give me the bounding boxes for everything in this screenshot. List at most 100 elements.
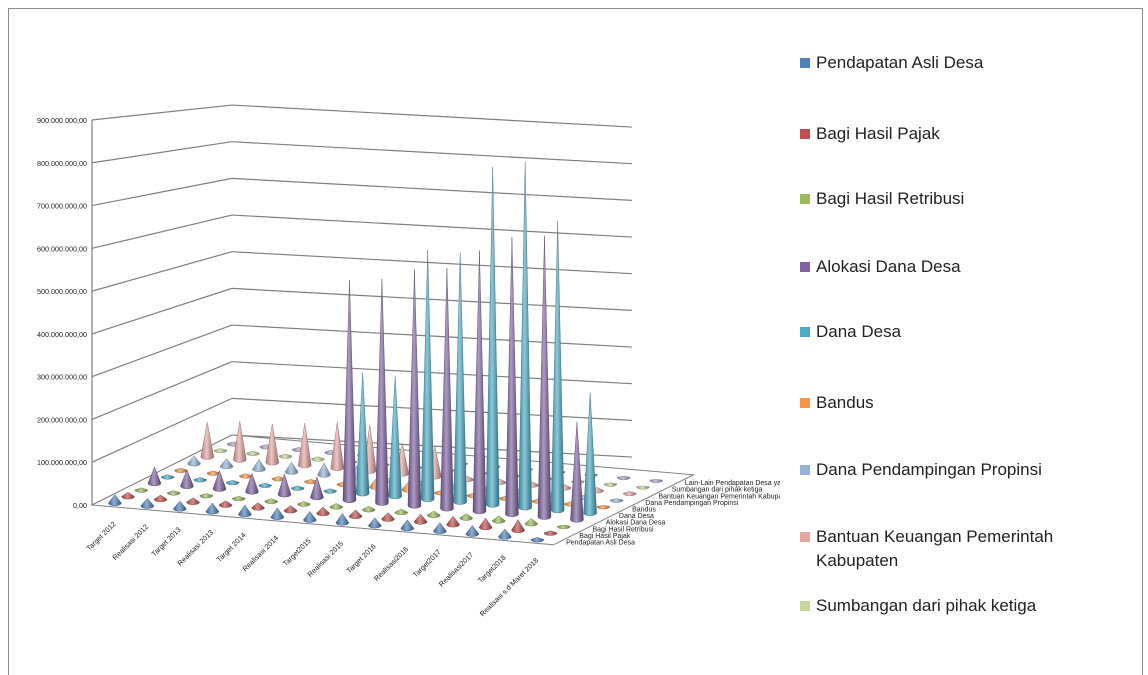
cone-shape [407,269,422,509]
legend-label: Dana Pendampingan Propinsi [816,460,1042,479]
cone-bagi-hasil-pajak-3 [218,500,233,508]
cone-shape [413,513,428,525]
legend-label: Dana Desa [816,322,902,341]
y-tick-label: 900.000.000,00 [37,116,87,125]
cone-bagi-hasil-retribusi-6 [329,503,343,510]
back-wall-gridline [231,214,632,238]
legend-label: Bagi Hasil Pajak [816,124,940,143]
cone-shape [609,498,624,503]
cone-shape [375,278,389,506]
cone-shape [205,502,220,515]
cone-shape [596,505,611,510]
legend-item-bantuan-keuangan: Bantuan Keuangan Pemerintah Kabupaten [800,525,1106,573]
cone-sumbangan-dari-pihak-ketiga-3 [311,456,325,462]
cone-shape [348,509,363,519]
cone-shape [329,503,343,510]
legend-item-pendapatan-asli-desa: Pendapatan Asli Desa [800,51,1106,75]
cone-shape [335,513,350,526]
cone-shape [186,497,200,505]
category-label: Realisasi s.d Maret 2018 [478,556,540,618]
cone-sumbangan-dari-pihak-ketiga-1 [246,450,260,456]
cone-shape [173,500,187,512]
cone-shape [270,507,285,520]
depth-label: Bandus [632,506,656,513]
cone-shape [400,519,415,532]
y-tick-label: 200.000.000,00 [37,415,87,424]
cone-bagi-hasil-pajak-6 [316,506,330,517]
cone-shape [200,422,214,460]
cone-dana-desa-5 [323,488,337,494]
cone-alokasi-dana-desa-4 [277,473,292,498]
legend-swatch [800,194,810,204]
cone-bantuan-keuangan-pemerintah-kabupaten-2 [265,424,279,466]
cone-pendapatan-asli-desa-11 [465,525,480,537]
back-wall-gridline [231,177,632,201]
cone-shape [381,512,395,522]
cone-pendapatan-asli-desa-7 [335,513,350,526]
legend-item-dana-desa: Dana Desa [800,320,1106,344]
cone-bagi-hasil-retribusi-8 [394,508,408,516]
cone-alokasi-dana-desa-8 [407,269,422,509]
category-label: Target2017 [411,547,443,579]
cone-shape [465,525,480,537]
back-wall-gridline [231,141,632,165]
category-label: Realisasi 2015 [305,539,345,579]
legend-item-dana-pendampingan-propinsi: Dana Pendampingan Propinsi [800,458,1106,482]
cone-dana-desa-10 [485,167,500,508]
cone-bagi-hasil-retribusi-3 [232,496,246,502]
cone-bagi-hasil-retribusi-0 [134,487,148,493]
cone-pendapatan-asli-desa-13 [530,537,545,543]
cone-shape [121,492,135,500]
cone-shape [264,498,278,504]
cone-bantuan-keuangan-pemerintah-kabupaten-0 [200,422,214,460]
cone-shape [316,506,330,517]
cone-shape [427,510,441,518]
cone-pendapatan-asli-desa-5 [270,507,285,520]
cone-shape [440,268,454,512]
cone-bagi-hasil-pajak-5 [283,505,298,514]
cone-bantuan-keuangan-pemerintah-kabupaten-1 [233,421,247,463]
side-wall-gridline [91,141,233,164]
cone-shape [134,487,148,493]
cone-shape [213,448,228,454]
category-label: Realisasi 2014 [240,533,280,573]
cone-bagi-hasil-retribusi-4 [264,498,278,504]
side-wall-gridline [91,251,233,292]
cone-bagi-hasil-pajak-8 [381,512,395,522]
cone-sumbangan-dari-pihak-ketiga-13 [636,485,650,490]
cone-shape [311,456,325,462]
cone-shape [303,511,317,523]
cone-alokasi-dana-desa-9 [440,268,454,512]
cone-dana-desa-8 [420,249,435,502]
y-tick-label: 800.000.000,00 [37,159,87,168]
cone-bantuan-keuangan-pemerintah-kabupaten-13 [623,491,637,497]
cone-dana-desa-7 [388,375,402,500]
cone-shape [616,475,631,481]
cone-dana-desa-1 [193,477,207,483]
depth-label: Bagi Hasil Pajak [579,533,630,540]
depth-label: Alokasi Dana Desa [606,520,666,527]
side-wall-gridline [91,214,233,249]
cone-alokasi-dana-desa-5 [310,476,324,501]
cone-shape [478,517,493,531]
cone-shape [225,480,240,486]
cone-chart: 0,00 100.000.000,00 200.000.000,00 300.000.… [37,104,780,618]
cone-sumbangan-dari-pihak-ketiga-0 [213,448,228,454]
cone-dana-pendampingan-propinsi-3 [284,461,299,475]
cone-shape [258,482,272,488]
cone-bagi-hasil-retribusi-9 [427,510,441,518]
legend-label: Bandus [816,393,874,412]
cone-shape [252,458,266,472]
cone-pendapatan-asli-desa-1 [140,497,155,509]
category-label: Target2018 [476,553,508,585]
legend-item-alokasi-dana-desa: Alokasi Dana Desa [800,255,1106,279]
depth-label: Dana Desa [619,513,654,520]
category-label: Realisasi2016 [372,545,410,583]
y-tick-label: 600.000.000,00 [37,244,87,253]
legend-label: Sumbangan dari pihak ketiga [816,596,1037,615]
cone-shape [636,485,650,490]
cone-bagi-hasil-retribusi-12 [524,518,538,527]
cone-shape [498,528,512,540]
side-wall-gridline [91,287,233,335]
cone-pendapatan-asli-desa-3 [205,502,220,515]
